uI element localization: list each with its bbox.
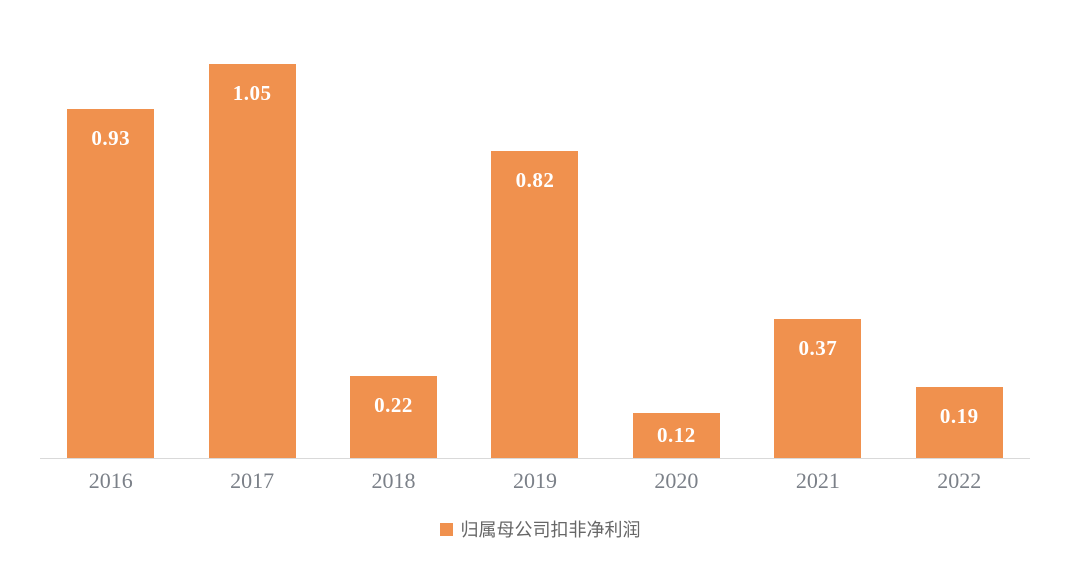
x-tick-2022: 2022 — [937, 468, 982, 493]
bar-2021: 0.37 — [774, 319, 862, 458]
bar-value-label: 1.05 — [232, 81, 272, 106]
x-tick-2021: 2021 — [795, 468, 840, 493]
x-tick-2017: 2017 — [230, 468, 275, 493]
bar-2016: 0.93 — [67, 109, 155, 458]
legend-marker-icon — [439, 522, 453, 536]
bar-2020: 0.12 — [632, 413, 720, 458]
bar-slot: 0.19 — [889, 8, 1030, 458]
bar-2017: 1.05 — [208, 64, 296, 458]
bar-slot: 1.05 — [181, 8, 322, 458]
bar-value-label: 0.22 — [374, 392, 413, 417]
x-tick-2020: 2020 — [654, 468, 699, 493]
bar-2022: 0.19 — [915, 386, 1003, 458]
x-tick-2019: 2019 — [512, 468, 557, 493]
x-tick-2018: 2018 — [371, 468, 416, 493]
bar-slot: 0.93 — [40, 8, 181, 458]
x-tick-2016: 2016 — [88, 468, 133, 493]
legend: 归属母公司扣非净利润 — [0, 516, 1080, 542]
x-axis-tick-labels: 2016 2017 2018 2019 2020 2021 2022 — [40, 468, 1030, 494]
legend-series-label: 归属母公司扣非净利润 — [460, 520, 641, 540]
bar-value-label: 0.12 — [657, 423, 696, 447]
bar-slot: 0.12 — [606, 8, 747, 458]
plot-area: 0.93 1.05 0.22 0.82 0.12 0.37 0.19 — [40, 8, 1030, 459]
bar-value-label: 0.37 — [798, 336, 838, 361]
bar-value-label: 0.82 — [515, 167, 555, 192]
bar-slot: 0.82 — [464, 8, 605, 458]
bar-2019: 0.82 — [491, 150, 579, 458]
bar-slot: 0.37 — [747, 8, 888, 458]
bar-value-label: 0.19 — [939, 403, 979, 428]
bar-2018: 0.22 — [350, 375, 438, 458]
bar-slot: 0.22 — [323, 8, 464, 458]
bar-value-label: 0.93 — [91, 126, 131, 151]
